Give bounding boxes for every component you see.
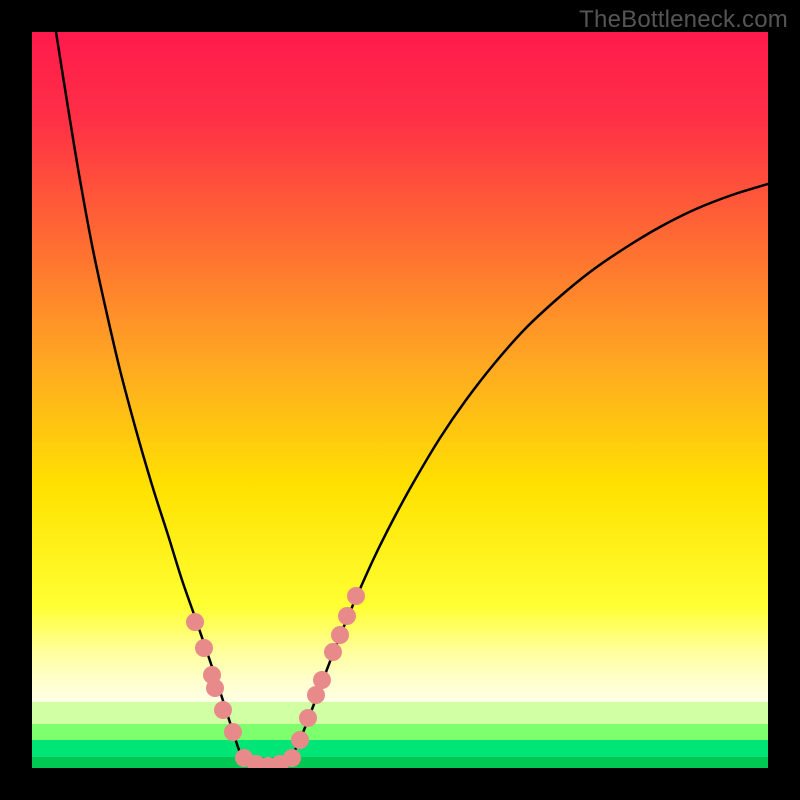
green-band bbox=[32, 702, 768, 724]
green-band bbox=[32, 740, 768, 757]
green-band bbox=[32, 757, 768, 768]
chart-root: TheBottleneck.com bbox=[0, 0, 800, 800]
green-bands-container bbox=[32, 32, 768, 768]
watermark-label: TheBottleneck.com bbox=[579, 6, 788, 34]
green-band bbox=[32, 724, 768, 740]
